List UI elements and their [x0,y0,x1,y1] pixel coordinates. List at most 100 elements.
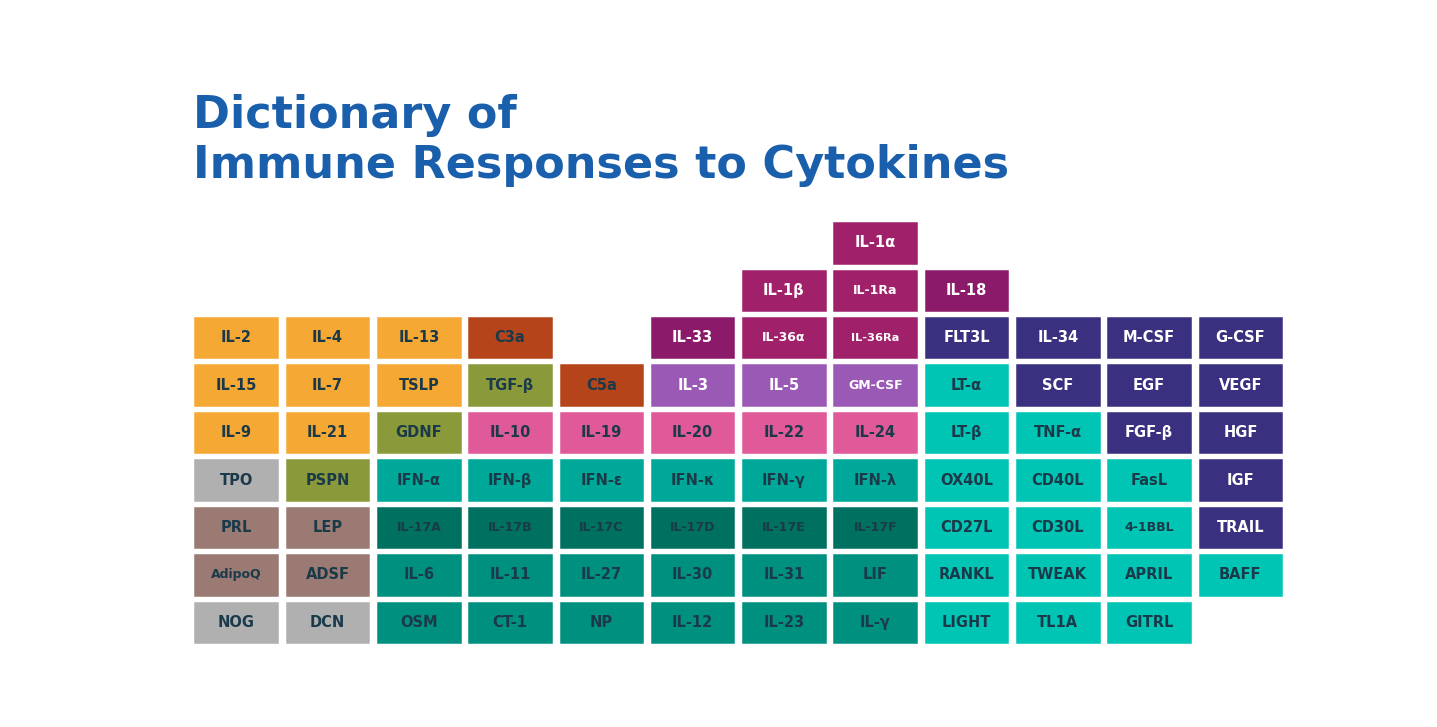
Text: IL-31: IL-31 [763,567,805,582]
FancyBboxPatch shape [283,410,371,455]
FancyBboxPatch shape [1015,457,1102,503]
FancyBboxPatch shape [1105,505,1193,550]
FancyBboxPatch shape [832,362,920,408]
FancyBboxPatch shape [1105,362,1193,408]
FancyBboxPatch shape [740,410,828,455]
FancyBboxPatch shape [193,457,280,503]
Text: IL-4: IL-4 [312,330,343,345]
Text: RANKL: RANKL [938,567,994,582]
FancyBboxPatch shape [558,600,645,645]
FancyBboxPatch shape [923,268,1010,313]
Text: LT-β: LT-β [951,425,983,440]
Text: IFN-ε: IFN-ε [581,473,622,488]
Text: LIGHT: LIGHT [941,615,992,630]
Text: IL-18: IL-18 [946,283,987,298]
Text: IFN-λ: IFN-λ [854,473,897,488]
FancyBboxPatch shape [1197,505,1285,550]
Text: IGF: IGF [1227,473,1255,488]
FancyBboxPatch shape [1197,362,1285,408]
Text: IL-17D: IL-17D [670,521,716,534]
Text: G-CSF: G-CSF [1216,330,1265,345]
FancyBboxPatch shape [832,315,920,361]
Text: FLT3L: FLT3L [943,330,990,345]
Text: IL-34: IL-34 [1038,330,1078,345]
FancyBboxPatch shape [740,505,828,550]
Text: IL-12: IL-12 [673,615,713,630]
Text: CT-1: CT-1 [493,615,527,630]
Text: IL-1β: IL-1β [763,283,805,298]
Text: IL-22: IL-22 [763,425,805,440]
Text: FasL: FasL [1131,473,1168,488]
FancyBboxPatch shape [740,362,828,408]
FancyBboxPatch shape [923,505,1010,550]
Text: IL-17E: IL-17E [762,521,806,534]
FancyBboxPatch shape [558,362,645,408]
FancyBboxPatch shape [193,362,280,408]
Text: ADSF: ADSF [306,567,349,582]
Text: IL-11: IL-11 [490,567,530,582]
FancyBboxPatch shape [375,457,463,503]
FancyBboxPatch shape [923,315,1010,361]
Text: AdipoQ: AdipoQ [211,569,262,582]
Text: IL-30: IL-30 [673,567,713,582]
Text: IL-5: IL-5 [769,377,799,393]
Text: NP: NP [589,615,614,630]
Text: HGF: HGF [1223,425,1257,440]
FancyBboxPatch shape [1105,552,1193,598]
Text: LT-α: LT-α [951,377,981,393]
Text: OX40L: OX40L [940,473,993,488]
Text: IL-2: IL-2 [221,330,251,345]
Text: LIF: LIF [862,567,888,582]
Text: VEGF: VEGF [1219,377,1262,393]
Text: PRL: PRL [220,520,251,535]
Text: TWEAK: TWEAK [1029,567,1088,582]
FancyBboxPatch shape [283,552,371,598]
Text: GDNF: GDNF [395,425,443,440]
FancyBboxPatch shape [375,600,463,645]
Text: IL-17B: IL-17B [487,521,532,534]
Text: TRAIL: TRAIL [1217,520,1265,535]
Text: IL-7: IL-7 [312,377,343,393]
FancyBboxPatch shape [650,552,737,598]
FancyBboxPatch shape [923,362,1010,408]
Text: C5a: C5a [586,377,616,393]
FancyBboxPatch shape [466,362,553,408]
Text: IL-23: IL-23 [763,615,805,630]
Text: GITRL: GITRL [1125,615,1173,630]
Text: 4-1BBL: 4-1BBL [1124,521,1174,534]
FancyBboxPatch shape [1015,552,1102,598]
FancyBboxPatch shape [923,410,1010,455]
FancyBboxPatch shape [1015,362,1102,408]
Text: IFN-α: IFN-α [397,473,441,488]
Text: OSM: OSM [399,615,438,630]
FancyBboxPatch shape [923,552,1010,598]
FancyBboxPatch shape [740,552,828,598]
FancyBboxPatch shape [193,410,280,455]
Text: BAFF: BAFF [1219,567,1262,582]
FancyBboxPatch shape [283,505,371,550]
FancyBboxPatch shape [923,600,1010,645]
FancyBboxPatch shape [375,505,463,550]
Text: IL-27: IL-27 [581,567,622,582]
FancyBboxPatch shape [1105,315,1193,361]
FancyBboxPatch shape [283,457,371,503]
Text: TSLP: TSLP [398,377,440,393]
Text: IL-36α: IL-36α [762,332,806,344]
FancyBboxPatch shape [375,362,463,408]
FancyBboxPatch shape [650,362,737,408]
Text: IL-20: IL-20 [673,425,713,440]
FancyBboxPatch shape [193,552,280,598]
Text: IL-36Ra: IL-36Ra [851,333,900,342]
FancyBboxPatch shape [1015,410,1102,455]
FancyBboxPatch shape [1105,600,1193,645]
FancyBboxPatch shape [466,552,553,598]
FancyBboxPatch shape [558,457,645,503]
Text: TGF-β: TGF-β [486,377,535,393]
Text: IL-3: IL-3 [677,377,708,393]
Text: TPO: TPO [220,473,253,488]
FancyBboxPatch shape [740,268,828,313]
FancyBboxPatch shape [1197,315,1285,361]
FancyBboxPatch shape [283,600,371,645]
Text: IL-21: IL-21 [308,425,348,440]
FancyBboxPatch shape [1197,552,1285,598]
